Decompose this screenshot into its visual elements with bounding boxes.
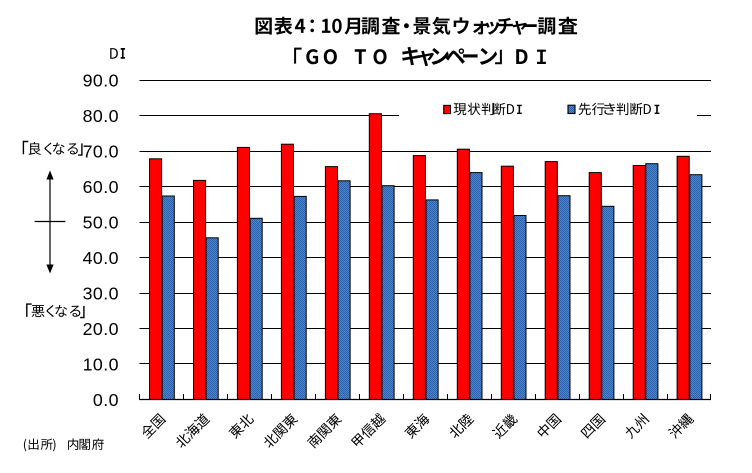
svg-text:90.0: 90.0: [83, 71, 119, 91]
svg-text:50.0: 50.0: [83, 213, 119, 233]
svg-text:70.0: 70.0: [83, 142, 119, 162]
svg-text:30.0: 30.0: [83, 283, 119, 303]
svg-text:40.0: 40.0: [83, 248, 119, 268]
svg-text:20.0: 20.0: [83, 319, 119, 339]
svg-text:0.0: 0.0: [93, 390, 119, 410]
svg-text:80.0: 80.0: [83, 106, 119, 126]
svg-text:10.0: 10.0: [83, 354, 119, 374]
svg-text:60.0: 60.0: [83, 177, 119, 197]
